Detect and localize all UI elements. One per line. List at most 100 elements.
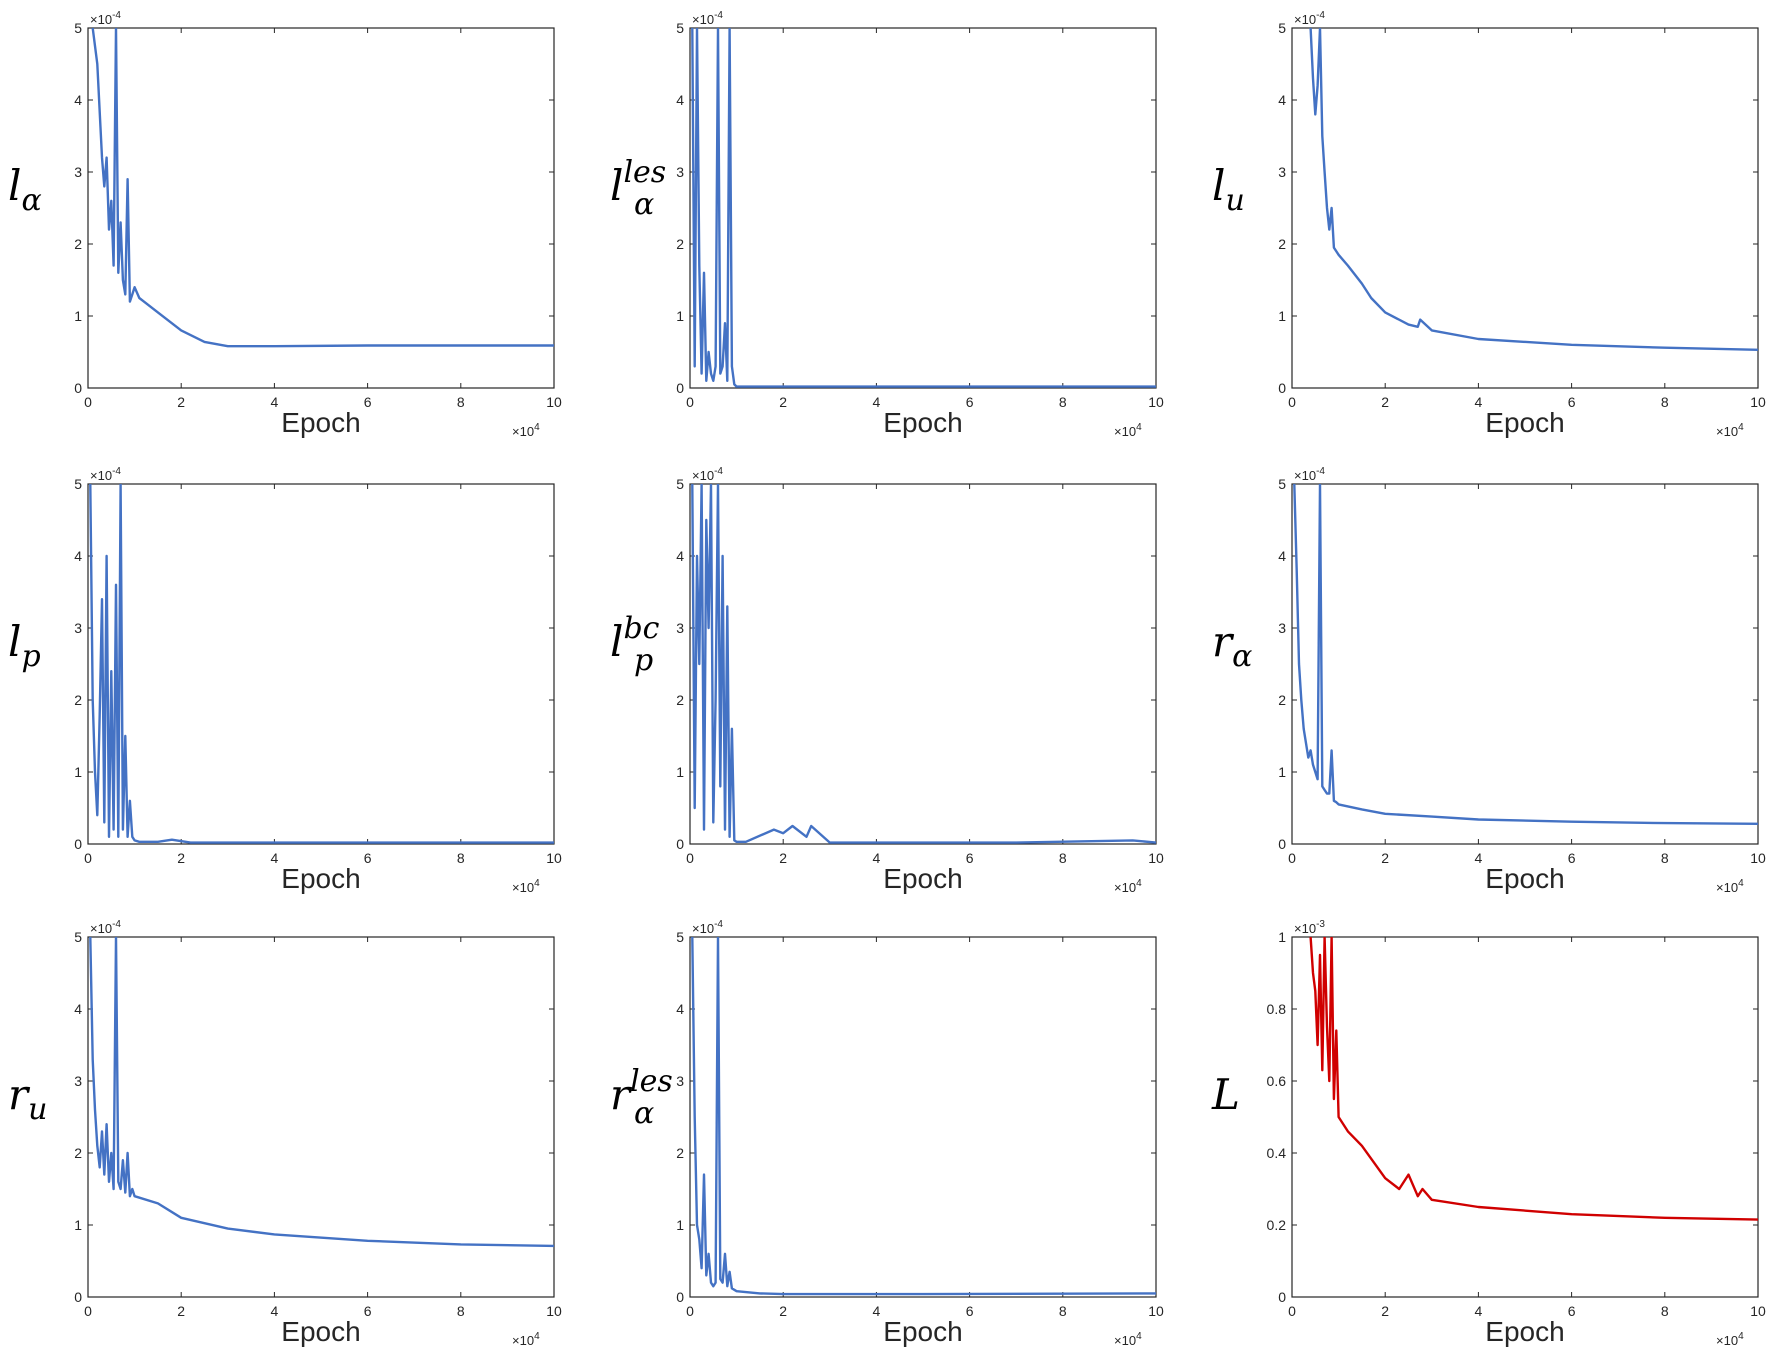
series-line <box>1309 28 1758 351</box>
subplot-5: 0 1 2 3 4 5 0 2 4 6 8 10 ×10-4 ×104 Epoch lbc p <box>610 466 1164 895</box>
y-axis-label: lu <box>1212 161 1245 218</box>
x-tick-label: 0 <box>686 850 694 866</box>
subplot-7: 0 1 2 3 4 5 0 2 4 6 8 10 ×10-4 ×104 Epoch ru <box>8 919 562 1348</box>
y-tick-label: 1 <box>1278 764 1286 780</box>
x-tick-label: 10 <box>1750 850 1766 866</box>
y-tick-label: 4 <box>676 1001 684 1017</box>
y-tick-label: 3 <box>676 1073 684 1089</box>
x-tick-label: 6 <box>966 1303 974 1319</box>
x-exponent-label: ×104 <box>512 1331 540 1348</box>
x-exponent-label: ×104 <box>1716 422 1744 439</box>
x-tick-label: 4 <box>1475 1303 1483 1319</box>
x-axis-label: Epoch <box>281 863 360 894</box>
y-tick-label: 2 <box>74 236 82 252</box>
x-axis-label: Epoch <box>883 863 962 894</box>
x-exponent-label: ×104 <box>512 878 540 895</box>
y-tick-label: 1 <box>74 764 82 780</box>
x-axis-label: Epoch <box>1485 1316 1564 1347</box>
y-tick-label: 5 <box>74 476 82 492</box>
y-axis-label: L <box>1211 1070 1240 1119</box>
plot-frame <box>87 936 555 1298</box>
x-tick-label: 2 <box>1381 394 1389 410</box>
series-line <box>91 28 554 348</box>
x-exponent-label: ×104 <box>1716 878 1744 895</box>
y-axis-label: rα <box>1212 617 1252 674</box>
subplot-6: 0 1 2 3 4 5 0 2 4 6 8 10 ×10-4 ×104 Epoch rα <box>1212 466 1766 895</box>
y-tick-label: 4 <box>1278 92 1286 108</box>
x-tick-label: 0 <box>1288 1303 1296 1319</box>
x-tick-label: 8 <box>1059 394 1067 410</box>
x-tick-label: 6 <box>1568 1303 1576 1319</box>
y-axis-label: lp <box>8 617 41 674</box>
y-exponent-label: ×10-4 <box>1294 466 1325 483</box>
x-exponent-label: ×104 <box>1716 1331 1744 1348</box>
x-tick-label: 10 <box>1148 1303 1164 1319</box>
x-tick-label: 2 <box>779 850 787 866</box>
y-tick-label: 0.6 <box>1267 1073 1287 1089</box>
y-tick-label: 4 <box>74 1001 82 1017</box>
y-exponent-label: ×10-4 <box>692 466 723 483</box>
subplot-3: 0 1 2 3 4 5 0 2 4 6 8 10 ×10-4 ×104 Epoch lu <box>1212 10 1766 439</box>
plot-frame <box>1291 27 1759 389</box>
series-line <box>1309 937 1758 1221</box>
x-tick-label: 0 <box>1288 850 1296 866</box>
y-tick-label: 1 <box>676 1217 684 1233</box>
y-tick-label: 2 <box>676 1145 684 1161</box>
x-tick-label: 0 <box>686 1303 694 1319</box>
y-tick-label: 1 <box>676 764 684 780</box>
y-tick-label: 1 <box>676 308 684 324</box>
y-tick-label: 0 <box>1278 1289 1286 1305</box>
y-tick-label: 4 <box>676 92 684 108</box>
x-exponent-label: ×104 <box>512 422 540 439</box>
x-tick-label: 0 <box>84 1303 92 1319</box>
x-axis-label: Epoch <box>281 407 360 438</box>
plot-frame <box>689 936 1157 1298</box>
series-line <box>89 484 554 844</box>
y-tick-label: 1 <box>74 1217 82 1233</box>
subplot-1: 0 1 2 3 4 5 0 2 4 6 8 10 ×10-4 ×104 Epoch lα <box>8 10 562 439</box>
y-tick-label: 3 <box>1278 164 1286 180</box>
y-tick-label: 3 <box>74 620 82 636</box>
x-tick-label: 4 <box>271 850 279 866</box>
y-tick-label: 2 <box>1278 692 1286 708</box>
x-tick-label: 2 <box>177 394 185 410</box>
y-tick-label: 0 <box>676 836 684 852</box>
y-exponent-label: ×10-4 <box>90 10 121 27</box>
x-tick-label: 6 <box>1568 850 1576 866</box>
y-tick-label: 3 <box>1278 620 1286 636</box>
x-tick-label: 8 <box>1059 1303 1067 1319</box>
x-tick-label: 10 <box>546 1303 562 1319</box>
x-tick-label: 2 <box>1381 850 1389 866</box>
y-exponent-label: ×10-4 <box>90 466 121 483</box>
y-tick-label: 5 <box>1278 20 1286 36</box>
x-exponent-label: ×104 <box>1114 878 1142 895</box>
y-tick-label: 0.8 <box>1267 1001 1287 1017</box>
x-tick-label: 6 <box>364 1303 372 1319</box>
y-tick-label: 0 <box>74 836 82 852</box>
x-tick-label: 2 <box>779 1303 787 1319</box>
x-tick-label: 0 <box>84 850 92 866</box>
y-tick-label: 4 <box>676 548 684 564</box>
y-tick-label: 0 <box>1278 380 1286 396</box>
x-tick-label: 6 <box>966 850 974 866</box>
series-line <box>691 937 1156 1296</box>
x-axis-label: Epoch <box>1485 407 1564 438</box>
plot-frame <box>689 27 1157 389</box>
plot-frame <box>87 27 555 389</box>
x-tick-label: 4 <box>873 394 881 410</box>
y-tick-label: 0 <box>74 380 82 396</box>
plot-frame <box>1291 936 1759 1298</box>
x-tick-label: 10 <box>546 850 562 866</box>
y-axis-label: ru <box>8 1070 47 1127</box>
y-tick-label: 5 <box>1278 476 1286 492</box>
y-axis-label: lbc p <box>610 611 660 678</box>
x-tick-label: 2 <box>1381 1303 1389 1319</box>
y-tick-label: 5 <box>676 476 684 492</box>
y-axis-label: rles α <box>610 1064 673 1131</box>
plot-frame <box>689 483 1157 845</box>
y-tick-label: 1 <box>1278 308 1286 324</box>
y-tick-label: 5 <box>74 929 82 945</box>
x-tick-label: 10 <box>1750 1303 1766 1319</box>
